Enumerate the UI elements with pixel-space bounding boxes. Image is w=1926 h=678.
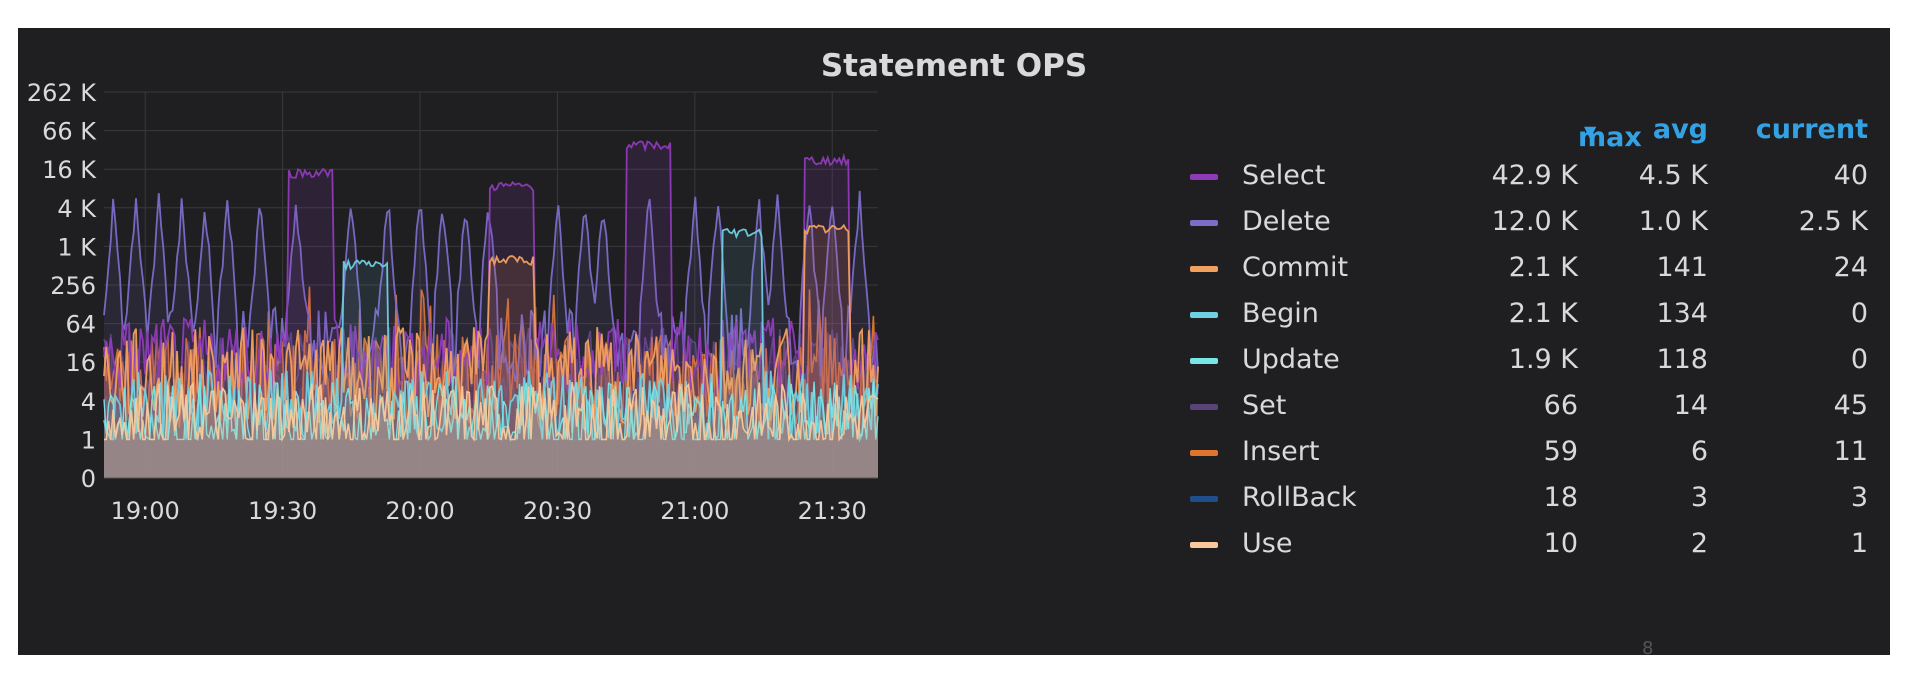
legend-value-current: 24 xyxy=(1833,252,1868,283)
legend-item-set[interactable]: Set 66 14 45 xyxy=(1158,382,1878,430)
y-tick-label: 16 xyxy=(65,349,96,377)
y-tick-label: 64 xyxy=(65,311,96,339)
x-tick-label: 21:00 xyxy=(660,497,729,525)
legend-item-use[interactable]: Use 10 2 1 xyxy=(1158,520,1878,568)
legend-header-avg[interactable]: avg xyxy=(1652,114,1708,145)
y-tick-label: 262 K xyxy=(27,79,97,107)
y-tick-label: 1 xyxy=(81,426,96,454)
chart-series xyxy=(103,140,879,479)
legend-series-name: Use xyxy=(1242,528,1293,559)
legend-header: max ▼ avg current xyxy=(1578,114,1868,153)
legend-value-max: 59 xyxy=(1543,436,1578,467)
legend-value-avg: 141 xyxy=(1656,252,1708,283)
legend-value-max: 66 xyxy=(1543,390,1578,421)
y-tick-label: 4 xyxy=(81,388,96,416)
legend-value-max: 1.9 K xyxy=(1508,344,1578,375)
legend-item-insert[interactable]: Insert 59 6 11 xyxy=(1158,428,1878,476)
legend-value-avg: 134 xyxy=(1656,298,1708,329)
legend-value-current: 0 xyxy=(1850,344,1868,375)
legend-swatch[interactable] xyxy=(1190,496,1218,502)
legend-value-current: 40 xyxy=(1833,160,1868,191)
legend-series-name: Insert xyxy=(1242,436,1320,467)
chart-legend: max ▼ avg current Select 42.9 K 4.5 K 40 Dele… xyxy=(1158,106,1878,652)
legend-value-max: 2.1 K xyxy=(1508,298,1578,329)
legend-item-commit[interactable]: Commit 2.1 K 141 24 xyxy=(1158,244,1878,292)
y-tick-label: 16 K xyxy=(42,156,97,184)
y-tick-label: 256 xyxy=(50,272,96,300)
x-tick-label: 20:30 xyxy=(523,497,592,525)
legend-swatch[interactable] xyxy=(1190,174,1218,180)
panel-title[interactable]: Statement OPS xyxy=(820,48,1088,84)
legend-series-name: RollBack xyxy=(1242,482,1357,513)
legend-series-name: Set xyxy=(1242,390,1287,421)
legend-swatch[interactable] xyxy=(1190,542,1218,548)
legend-swatch[interactable] xyxy=(1190,312,1218,318)
legend-value-avg: 6 xyxy=(1690,436,1708,467)
legend-value-avg: 3 xyxy=(1690,482,1708,513)
caret-down-icon: ▼ xyxy=(1584,122,1597,141)
series-area-update xyxy=(104,381,878,478)
legend-item-rollback[interactable]: RollBack 18 3 3 xyxy=(1158,474,1878,522)
legend-header-current[interactable]: current xyxy=(1755,114,1868,145)
series-line-delete xyxy=(103,190,879,384)
legend-value-current: 2.5 K xyxy=(1798,206,1868,237)
legend-value-current: 11 xyxy=(1833,436,1868,467)
watermark: 8 xyxy=(1642,638,1654,659)
legend-value-avg: 14 xyxy=(1673,390,1708,421)
legend-item-select[interactable]: Select 42.9 K 4.5 K 40 xyxy=(1158,152,1878,200)
series-line-select xyxy=(103,140,879,396)
legend-swatch[interactable] xyxy=(1190,266,1218,272)
legend-item-update[interactable]: Update 1.9 K 118 0 xyxy=(1158,336,1878,384)
legend-value-current: 3 xyxy=(1850,482,1868,513)
legend-value-max: 10 xyxy=(1543,528,1578,559)
legend-value-avg: 1.0 K xyxy=(1638,206,1708,237)
series-line-begin xyxy=(103,227,879,443)
statement-ops-chart[interactable]: 262 K 66 K 16 K 4 K 1 K 256 64 16 4 1 0 19:00 19:30 2… xyxy=(18,28,1148,655)
legend-value-max: 18 xyxy=(1543,482,1578,513)
series-line-commit xyxy=(103,223,879,425)
legend-series-name: Select xyxy=(1242,160,1326,191)
y-tick-label: 66 K xyxy=(42,118,97,146)
legend-value-current: 1 xyxy=(1850,528,1868,559)
legend-series-name: Commit xyxy=(1242,252,1349,283)
legend-series-name: Delete xyxy=(1242,206,1331,237)
legend-value-current: 0 xyxy=(1850,298,1868,329)
series-line-update xyxy=(103,381,879,443)
y-tick-label: 4 K xyxy=(57,195,97,223)
legend-item-begin[interactable]: Begin 2.1 K 134 0 xyxy=(1158,290,1878,338)
legend-value-max: 42.9 K xyxy=(1491,160,1578,191)
legend-swatch[interactable] xyxy=(1190,404,1218,410)
legend-swatch[interactable] xyxy=(1190,220,1218,226)
series-line-use xyxy=(104,381,879,443)
legend-value-current: 45 xyxy=(1833,390,1868,421)
legend-value-max: 2.1 K xyxy=(1508,252,1578,283)
y-tick-label: 0 xyxy=(81,465,96,493)
x-tick-label: 20:00 xyxy=(385,497,454,525)
x-tick-label: 19:30 xyxy=(248,497,317,525)
x-tick-label: 21:30 xyxy=(798,497,867,525)
legend-series-name: Update xyxy=(1242,344,1340,375)
chart-axes: 262 K 66 K 16 K 4 K 1 K 256 64 16 4 1 0 19:00 19:30 2… xyxy=(27,79,878,525)
legend-item-delete[interactable]: Delete 12.0 K 1.0 K 2.5 K xyxy=(1158,198,1878,246)
legend-value-avg: 118 xyxy=(1656,344,1708,375)
y-tick-label: 1 K xyxy=(57,233,97,261)
legend-swatch[interactable] xyxy=(1190,450,1218,456)
legend-swatch[interactable] xyxy=(1190,358,1218,364)
legend-value-avg: 4.5 K xyxy=(1638,160,1708,191)
legend-value-max: 12.0 K xyxy=(1491,206,1578,237)
legend-value-avg: 2 xyxy=(1690,528,1708,559)
legend-series-name: Begin xyxy=(1242,298,1319,329)
x-tick-label: 19:00 xyxy=(111,497,180,525)
